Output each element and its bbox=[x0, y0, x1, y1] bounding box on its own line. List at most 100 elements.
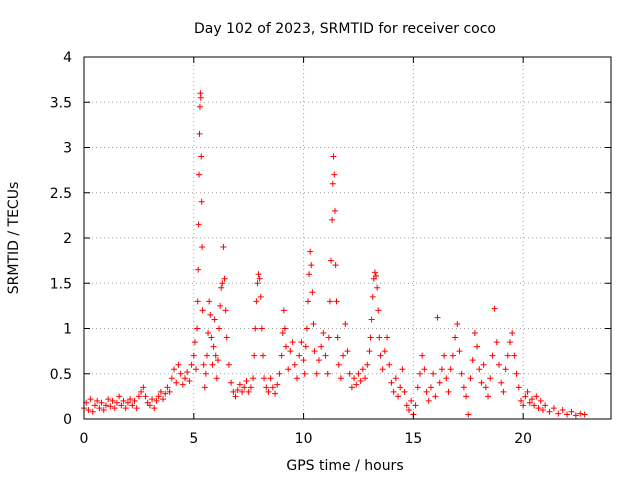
data-point bbox=[127, 396, 134, 403]
data-point bbox=[276, 370, 283, 377]
data-point bbox=[267, 375, 274, 382]
data-point bbox=[401, 388, 408, 395]
data-point bbox=[195, 266, 202, 273]
data-point bbox=[96, 405, 103, 412]
data-point bbox=[478, 379, 485, 386]
data-point bbox=[303, 325, 310, 332]
data-point bbox=[320, 330, 327, 337]
data-point bbox=[353, 381, 360, 388]
data-point bbox=[425, 397, 432, 404]
data-point bbox=[500, 388, 507, 395]
data-point bbox=[482, 384, 489, 391]
data-point bbox=[216, 325, 223, 332]
data-point bbox=[454, 320, 461, 327]
data-point bbox=[208, 334, 215, 341]
data-point bbox=[330, 153, 337, 160]
data-point bbox=[381, 348, 388, 355]
data-point bbox=[301, 370, 308, 377]
data-point bbox=[485, 393, 492, 400]
data-point bbox=[124, 399, 131, 406]
data-point bbox=[263, 384, 270, 391]
data-point bbox=[577, 410, 584, 417]
data-point bbox=[254, 280, 261, 287]
data-point bbox=[436, 379, 443, 386]
data-point bbox=[175, 361, 182, 368]
data-point bbox=[555, 410, 562, 417]
data-point bbox=[239, 388, 246, 395]
data-point bbox=[568, 408, 575, 415]
data-point bbox=[168, 375, 175, 382]
data-point bbox=[258, 325, 265, 332]
data-point bbox=[332, 262, 339, 269]
data-point bbox=[287, 348, 294, 355]
data-point bbox=[184, 368, 191, 375]
data-point bbox=[241, 384, 248, 391]
data-point bbox=[522, 393, 529, 400]
data-point bbox=[375, 307, 382, 314]
data-point bbox=[315, 357, 322, 364]
data-point bbox=[390, 388, 397, 395]
y-tick-label: 3 bbox=[63, 141, 72, 157]
data-point bbox=[220, 244, 227, 251]
data-point bbox=[253, 298, 260, 305]
data-point bbox=[202, 370, 209, 377]
data-point bbox=[496, 361, 503, 368]
data-point bbox=[219, 280, 226, 287]
data-point bbox=[203, 352, 210, 359]
y-axis-label: SRMTID / TECUs bbox=[6, 182, 22, 295]
data-point bbox=[405, 406, 412, 413]
data-point bbox=[188, 361, 195, 368]
data-point bbox=[109, 397, 116, 404]
data-point bbox=[367, 334, 374, 341]
data-point bbox=[542, 402, 549, 409]
data-point bbox=[535, 405, 542, 412]
data-point bbox=[129, 402, 136, 409]
y-tick-label: 4 bbox=[63, 50, 72, 66]
data-point bbox=[366, 348, 373, 355]
data-point bbox=[191, 339, 198, 346]
data-point bbox=[259, 352, 266, 359]
data-point bbox=[278, 352, 285, 359]
data-point bbox=[234, 387, 241, 394]
axis-ticks: 0 0.5 1 1.5 2 2.5 3 3.5 4 0 5 10 15 20 bbox=[50, 50, 611, 447]
data-point bbox=[388, 379, 395, 386]
data-point bbox=[257, 293, 264, 300]
data-point bbox=[344, 348, 351, 355]
data-point bbox=[539, 406, 546, 413]
data-point bbox=[306, 271, 313, 278]
data-point bbox=[377, 352, 384, 359]
data-point bbox=[520, 402, 527, 409]
data-point bbox=[173, 379, 180, 386]
data-point bbox=[200, 361, 207, 368]
data-point bbox=[206, 298, 213, 305]
y-tick-label: 1 bbox=[63, 322, 72, 338]
data-point bbox=[300, 357, 307, 364]
data-point bbox=[376, 334, 383, 341]
data-point bbox=[328, 257, 335, 264]
data-point bbox=[211, 316, 218, 323]
data-point bbox=[256, 275, 263, 282]
data-point bbox=[515, 384, 522, 391]
data-point bbox=[331, 171, 338, 178]
data-point bbox=[371, 269, 378, 276]
data-point bbox=[531, 402, 538, 409]
data-point bbox=[416, 370, 423, 377]
data-point bbox=[171, 366, 178, 373]
data-point bbox=[572, 412, 579, 419]
data-point bbox=[395, 393, 402, 400]
grid-lines bbox=[84, 57, 611, 419]
data-point bbox=[326, 298, 333, 305]
data-point bbox=[199, 307, 206, 314]
data-point bbox=[198, 153, 205, 160]
data-point bbox=[197, 94, 204, 101]
data-point bbox=[452, 334, 459, 341]
data-point bbox=[151, 405, 158, 412]
data-point bbox=[201, 384, 208, 391]
data-point bbox=[438, 366, 445, 373]
data-point bbox=[223, 334, 230, 341]
data-point bbox=[218, 284, 225, 291]
data-point bbox=[116, 393, 123, 400]
x-tick-label: 0 bbox=[80, 431, 89, 447]
data-point bbox=[443, 375, 450, 382]
